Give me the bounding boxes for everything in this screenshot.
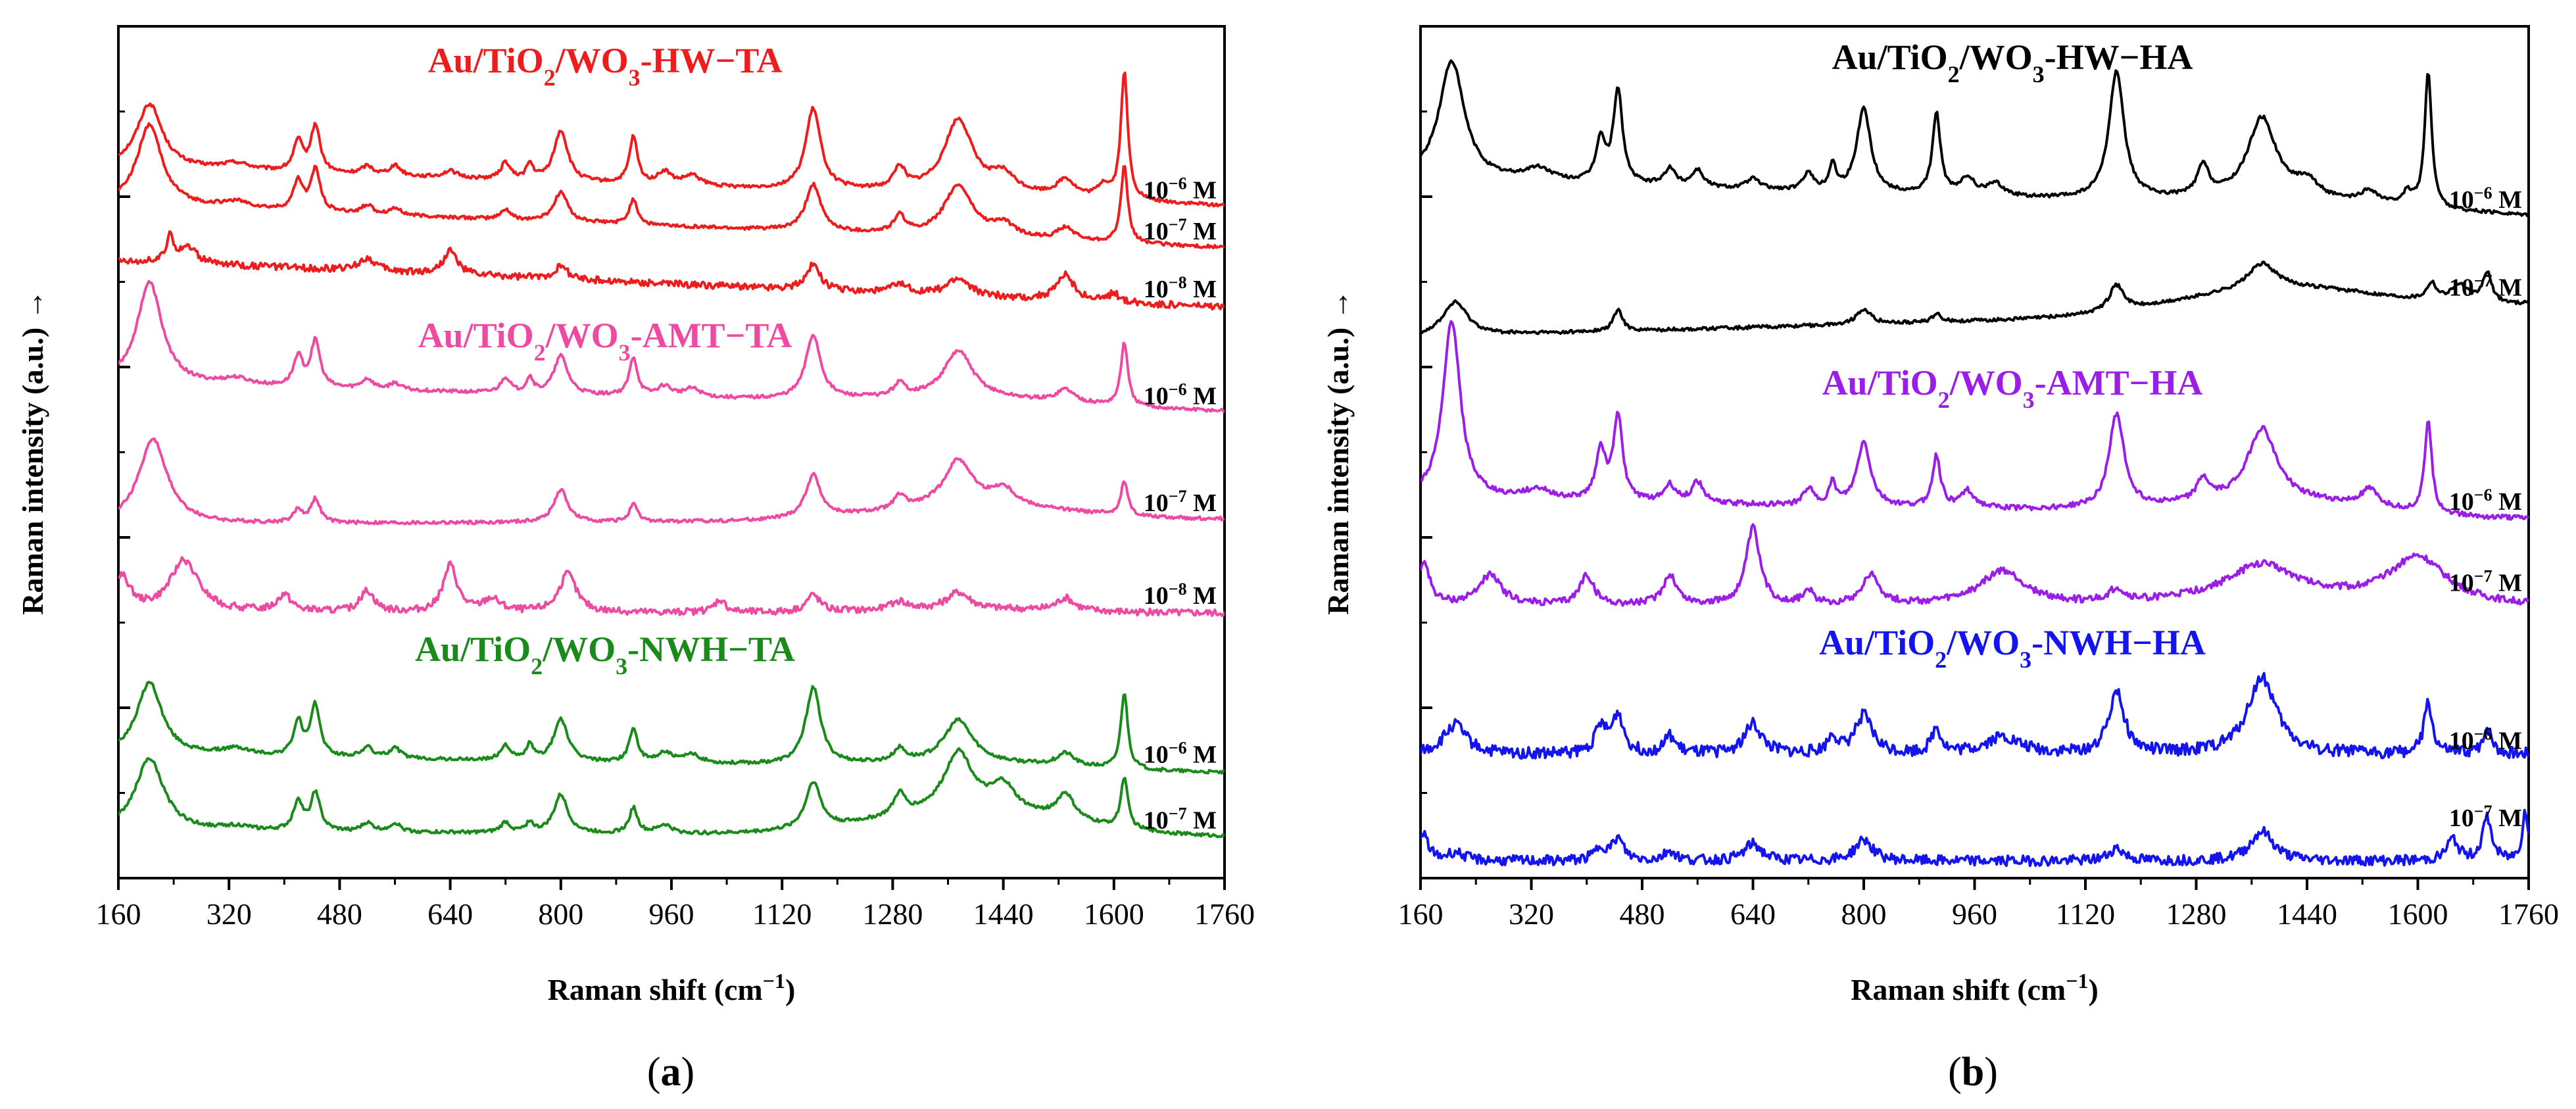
x-tick-label: 640	[1730, 897, 1776, 931]
x-tick-label: 1760	[1194, 897, 1255, 931]
concentration-label: 10−7 M	[1144, 804, 1217, 835]
concentration-label: 10−6 M	[1144, 380, 1217, 410]
concentration-label: 10−6 M	[1144, 174, 1217, 205]
concentration-label: 10−6 M	[2449, 485, 2522, 516]
group-title: Au/TiO2/WO3-AMT−TA	[418, 316, 792, 366]
x-tick-label: 160	[1398, 897, 1444, 931]
group-title: Au/TiO2/WO3-NWH−HA	[1819, 623, 2206, 673]
series-line	[118, 122, 1225, 249]
concentration-label: 10−8 M	[1144, 579, 1217, 610]
concentration-label: 10−6 M	[2449, 184, 2522, 214]
series-line	[118, 556, 1225, 617]
x-tick-label: 1440	[973, 897, 1034, 931]
x-tick-label: 1120	[2056, 897, 2115, 931]
series-line	[1421, 672, 2529, 760]
series-line	[1421, 320, 2529, 521]
y-axis-label: Raman intensity (a.u.) →	[1321, 289, 1355, 615]
concentration-label: 10−6 M	[2449, 724, 2522, 755]
x-tick-label: 1120	[752, 897, 812, 931]
concentration-label: 10−7 M	[2449, 271, 2522, 302]
x-tick-label: 320	[1509, 897, 1554, 931]
concentration-label: 10−7 M	[1144, 486, 1217, 517]
panel-b: 160 320 480 640 800 960 1120 1280 1440 1600 1760 Ra…	[1321, 25, 2559, 1095]
series-line	[118, 71, 1225, 208]
y-axis-label: Raman intensity (a.u.) →	[16, 289, 49, 615]
x-tick-label: 1440	[2277, 897, 2337, 931]
series-line	[118, 747, 1225, 839]
x-tick-label: 640	[427, 897, 473, 931]
group-title: Au/TiO2/WO3-AMT−HA	[1822, 363, 2203, 413]
x-axis-label: Raman shift (cm−1)	[548, 969, 796, 1006]
x-tick-label: 1600	[1084, 897, 1144, 931]
series-line	[1421, 523, 2529, 607]
group-title: Au/TiO2/WO3-HW−HA	[1832, 37, 2193, 87]
panel-a: 160 320 480 640 800 960 1120 1280 1440 1600 1760 Ra…	[16, 25, 1255, 1095]
panel-label: (b)	[1948, 1050, 1998, 1095]
x-tick-label: 160	[96, 897, 141, 931]
x-tick-label: 480	[1620, 897, 1665, 931]
x-tick-label: 1280	[862, 897, 923, 931]
concentration-label: 10−7 M	[1144, 215, 1217, 246]
series-line	[1421, 260, 2529, 335]
series-line	[118, 437, 1225, 526]
x-tick-label: 1760	[2498, 897, 2559, 931]
concentration-label: 10−7 M	[2449, 566, 2522, 597]
x-tick-label: 800	[538, 897, 583, 931]
x-tick-label: 800	[1841, 897, 1887, 931]
x-tick-label: 1600	[2388, 897, 2448, 931]
series-line	[1421, 59, 2529, 218]
group-title: Au/TiO2/WO3-HW−TA	[428, 41, 783, 91]
x-tick-label: 960	[649, 897, 694, 931]
concentration-label: 10−6 M	[1144, 738, 1217, 769]
series-line	[118, 680, 1225, 775]
panel-label: (a)	[647, 1050, 694, 1095]
x-tick-label: 1280	[2166, 897, 2227, 931]
x-tick-label: 960	[1952, 897, 1997, 931]
x-tick-label: 320	[207, 897, 252, 931]
series-line	[118, 230, 1225, 310]
concentration-label: 10−8 M	[1144, 273, 1217, 304]
series-group	[118, 71, 1225, 839]
x-tick-label: 480	[317, 897, 362, 931]
series-line	[1421, 808, 2529, 868]
x-axis-label: Raman shift (cm−1)	[1851, 969, 2099, 1006]
series-line	[118, 280, 1225, 413]
concentration-label: 10−7 M	[2449, 802, 2522, 833]
group-title: Au/TiO2/WO3-NWH−TA	[415, 629, 795, 679]
series-group	[1421, 59, 2529, 868]
